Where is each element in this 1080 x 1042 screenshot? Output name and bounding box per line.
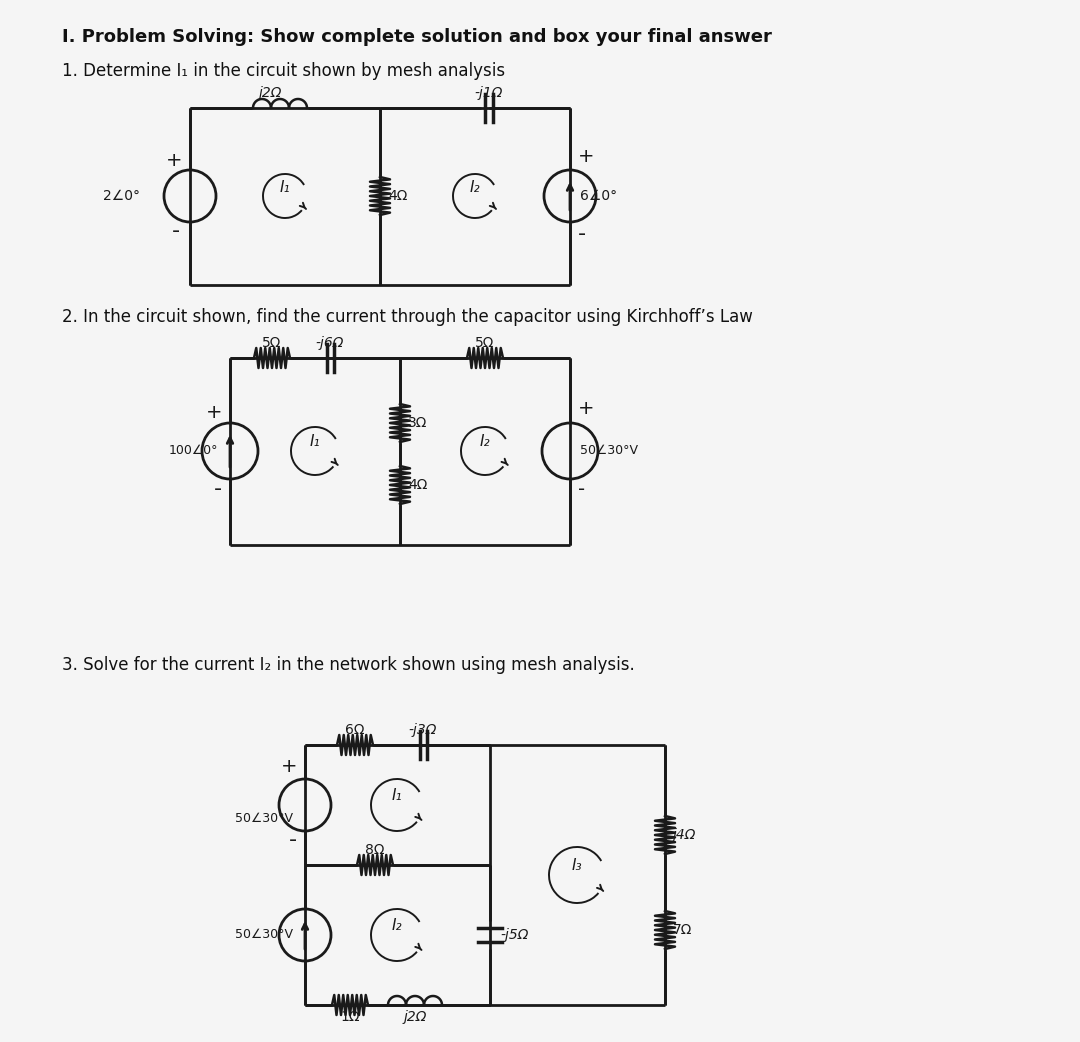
Text: 100∠0°: 100∠0° (168, 445, 218, 457)
Text: I₁: I₁ (392, 788, 403, 802)
Text: I₃: I₃ (571, 858, 582, 872)
Text: +: + (578, 399, 594, 419)
Text: -: - (214, 479, 222, 499)
Text: I₁: I₁ (310, 435, 321, 449)
Text: j2Ω: j2Ω (403, 1010, 427, 1024)
Text: 2∠0°: 2∠0° (103, 189, 140, 203)
Text: 2. In the circuit shown, find the current through the capacitor using Kirchhoff’: 2. In the circuit shown, find the curren… (62, 308, 753, 326)
Text: 8Ω: 8Ω (365, 843, 384, 857)
Text: 3Ω: 3Ω (408, 416, 428, 430)
Text: +: + (165, 151, 183, 171)
Text: -j5Ω: -j5Ω (500, 928, 528, 942)
Text: 5Ω: 5Ω (262, 336, 282, 350)
Text: I₂: I₂ (392, 918, 403, 933)
Text: -: - (578, 224, 586, 244)
Text: 1Ω: 1Ω (340, 1010, 360, 1024)
Text: -j6Ω: -j6Ω (315, 336, 345, 350)
Text: j2Ω: j2Ω (258, 86, 282, 100)
Text: 6Ω: 6Ω (346, 723, 365, 737)
Text: 1. Determine I₁ in the circuit shown by mesh analysis: 1. Determine I₁ in the circuit shown by … (62, 63, 505, 80)
Text: -j3Ω: -j3Ω (409, 723, 437, 737)
Text: -: - (172, 221, 180, 241)
Text: 50∠30°V: 50∠30°V (235, 928, 293, 942)
Text: I₂: I₂ (470, 180, 481, 196)
Text: 50∠30°V: 50∠30°V (580, 445, 638, 457)
Text: I₁: I₁ (280, 180, 291, 196)
Text: 4Ω: 4Ω (408, 478, 428, 492)
Text: +: + (578, 147, 594, 166)
Text: 3. Solve for the current I₂ in the network shown using mesh analysis.: 3. Solve for the current I₂ in the netwo… (62, 656, 635, 674)
Text: -j1Ω: -j1Ω (475, 86, 503, 100)
Text: 7Ω: 7Ω (673, 923, 692, 937)
Text: -: - (288, 830, 297, 850)
Text: I₂: I₂ (480, 435, 490, 449)
Text: 4Ω: 4Ω (388, 189, 407, 203)
Text: +: + (205, 403, 222, 422)
Text: I. Problem Solving: Show complete solution and box your final answer: I. Problem Solving: Show complete soluti… (62, 28, 772, 46)
Text: 5Ω: 5Ω (475, 336, 495, 350)
Text: j4Ω: j4Ω (673, 828, 697, 842)
Text: 6∠0°: 6∠0° (580, 189, 617, 203)
Text: 50∠30°V: 50∠30°V (235, 813, 293, 825)
Text: -: - (578, 479, 585, 498)
Text: +: + (281, 758, 297, 776)
